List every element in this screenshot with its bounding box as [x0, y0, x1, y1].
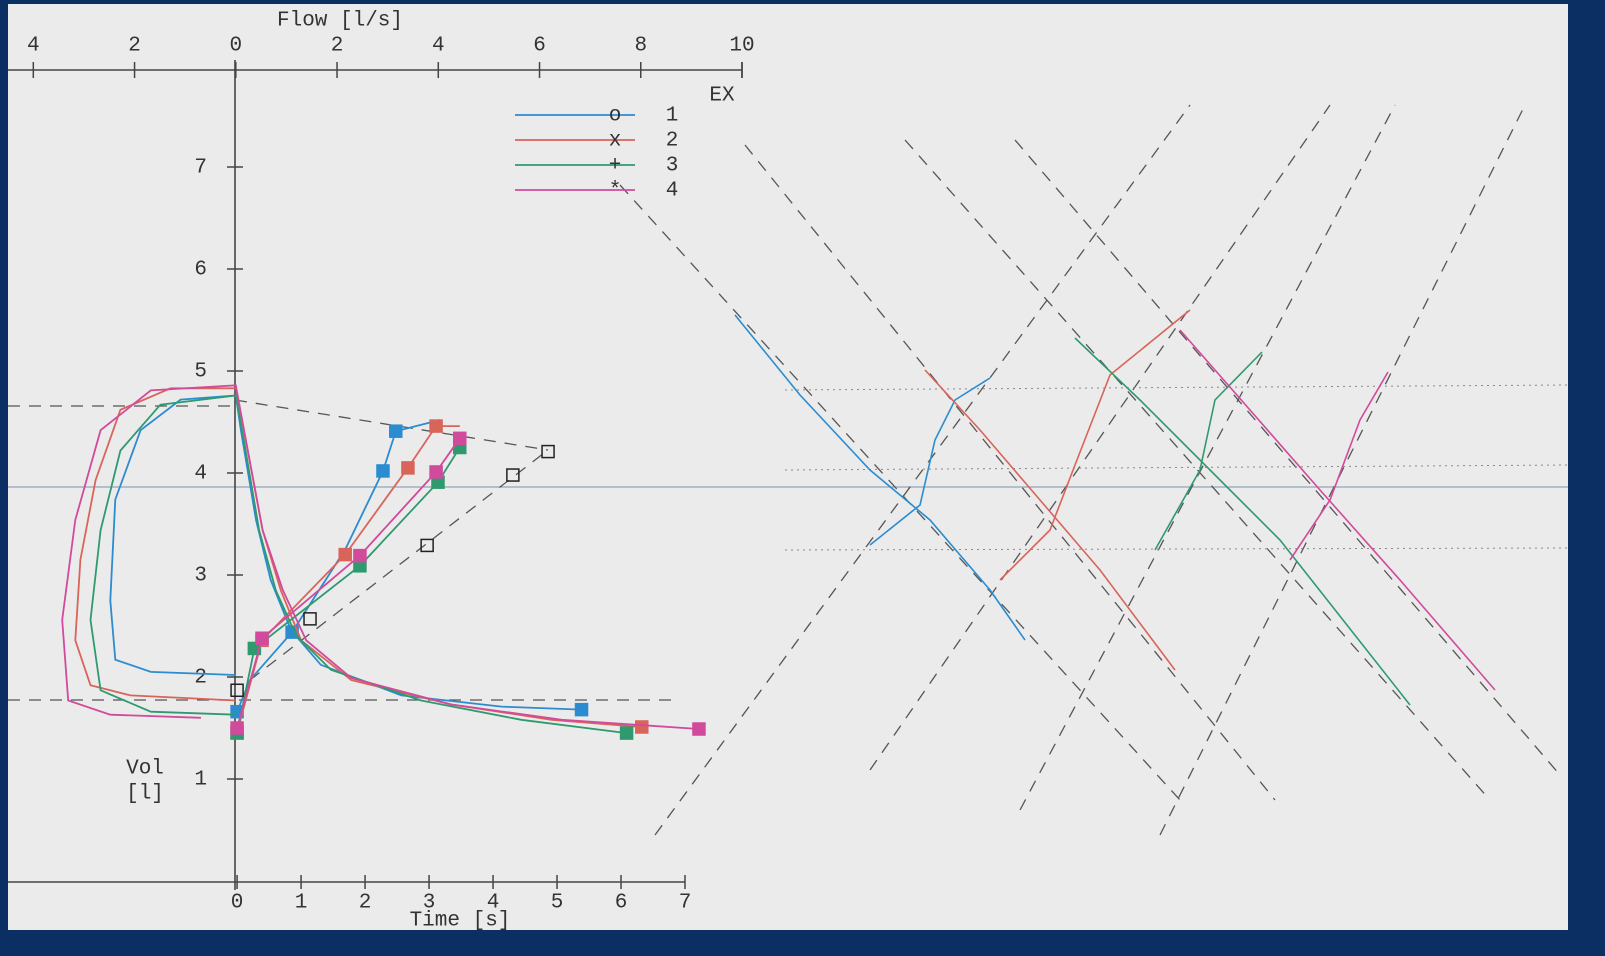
y-tick-label: 1 [194, 769, 207, 792]
y-axis-title: Vol [126, 758, 164, 781]
x-tick-label: 8 [634, 35, 647, 58]
reference-marker [303, 612, 317, 626]
x2-tick-label: 7 [679, 892, 692, 915]
axes [8, 60, 743, 890]
x2-axis-title: Time [s] [410, 910, 511, 933]
y-tick-label: 3 [194, 565, 207, 588]
time-marker [389, 424, 403, 438]
time-marker [255, 631, 269, 645]
y-tick-label: 6 [194, 259, 207, 282]
time-marker [338, 547, 352, 562]
x2-tick-label: 6 [615, 892, 628, 915]
x-tick-label: 0 [229, 35, 242, 58]
x-tick-label: 4 [27, 35, 40, 58]
paper [8, 4, 1568, 930]
time-marker [376, 464, 390, 478]
time-marker [247, 641, 262, 656]
time-marker [230, 721, 244, 735]
reference-marker [541, 444, 555, 459]
end-marker [692, 722, 706, 736]
x2-tick-label: 5 [551, 892, 564, 915]
time-marker [401, 461, 415, 475]
x-tick-label: 4 [432, 35, 445, 58]
x-tick-label: 2 [128, 35, 141, 58]
x-tick-label: 2 [331, 35, 344, 58]
legend-symbol: o [609, 105, 622, 128]
x2-tick-label: 4 [487, 892, 500, 915]
projection-curves [734, 309, 1496, 706]
reference-marker [420, 538, 434, 553]
flow-volume-loop [61, 384, 700, 730]
y-tick-label: 5 [194, 361, 207, 384]
x2-tick-label: 0 [231, 892, 244, 915]
legend: o 1 x 2 + 3 * 4 [515, 105, 678, 203]
legend-label: 3 [666, 155, 679, 178]
y-tick-label: 2 [194, 667, 207, 690]
x-tick-label: 10 [729, 35, 754, 58]
reference-marker [230, 683, 244, 698]
y-tick-label: 4 [194, 463, 207, 486]
x-tick-label: 6 [533, 35, 546, 58]
x2-tick-label: 1 [295, 892, 308, 915]
x2-tick-label: 3 [423, 892, 436, 915]
legend-symbol: * [609, 180, 622, 203]
time-marker [429, 419, 443, 433]
time-marker [429, 465, 443, 479]
time-marker [353, 548, 367, 563]
legend-label: 2 [666, 130, 679, 153]
legend-label: 4 [666, 180, 679, 203]
reference-marker [506, 468, 520, 482]
end-marker [574, 702, 589, 717]
legend-symbol: x [609, 130, 622, 153]
oblique-grid [619, 104, 1569, 836]
legend-label: 1 [666, 105, 679, 128]
time-marker [453, 431, 467, 446]
x2-tick-label: 2 [359, 892, 372, 915]
end-marker [635, 720, 649, 734]
direction-label: EX [709, 85, 735, 108]
x-axis-title: Flow [l/s] [277, 10, 403, 33]
end-marker [619, 726, 634, 740]
y-axis-title: [l] [126, 783, 164, 806]
legend-symbol: + [609, 155, 622, 178]
y-tick-label: 7 [194, 157, 207, 180]
